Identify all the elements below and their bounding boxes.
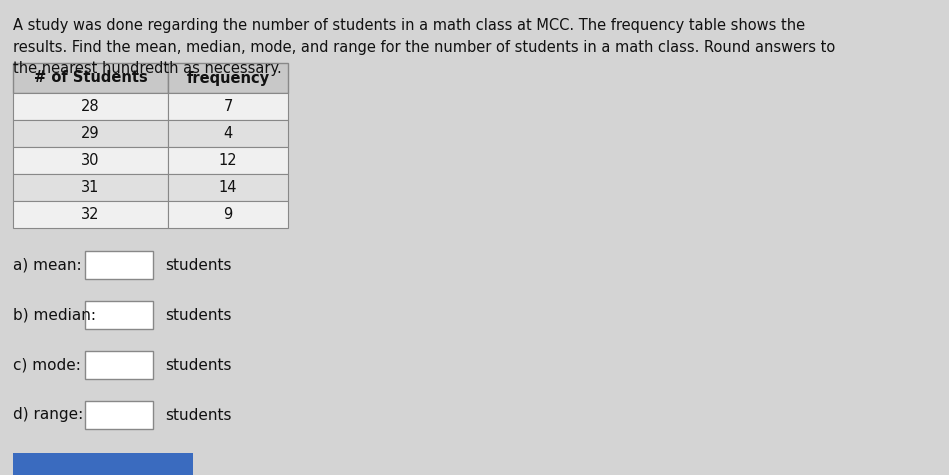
Text: d) range:: d) range: [13, 408, 84, 422]
Bar [168, 201, 288, 228]
Text: students: students [165, 257, 232, 273]
Bar [13, 147, 168, 174]
Text: 32: 32 [82, 207, 100, 222]
Bar [13, 93, 168, 120]
Text: 30: 30 [82, 153, 100, 168]
Bar [168, 147, 288, 174]
Bar [168, 174, 288, 201]
Bar [13, 201, 168, 228]
Text: students: students [165, 307, 232, 323]
Text: 14: 14 [219, 180, 237, 195]
Bar [13, 63, 168, 93]
Text: 12: 12 [218, 153, 237, 168]
Bar [13, 453, 193, 475]
Bar [85, 401, 153, 429]
Bar [168, 63, 288, 93]
Bar [168, 120, 288, 147]
Bar [168, 93, 288, 120]
Text: 28: 28 [82, 99, 100, 114]
Text: 4: 4 [223, 126, 233, 141]
Text: 9: 9 [223, 207, 233, 222]
Text: 7: 7 [223, 99, 233, 114]
Text: A study was done regarding the number of students in a math class at MCC. The fr: A study was done regarding the number of… [13, 18, 835, 76]
Text: a) mean:: a) mean: [13, 257, 82, 273]
Bar [85, 301, 153, 329]
Text: 29: 29 [82, 126, 100, 141]
Text: 31: 31 [82, 180, 100, 195]
Bar [85, 251, 153, 279]
Text: frequency: frequency [186, 70, 270, 86]
Bar [13, 120, 168, 147]
Bar [85, 351, 153, 379]
Bar [13, 174, 168, 201]
Text: students: students [165, 408, 232, 422]
Text: # of Students: # of Students [33, 70, 147, 86]
Text: students: students [165, 358, 232, 372]
Text: c) mode:: c) mode: [13, 358, 81, 372]
Text: b) median:: b) median: [13, 307, 96, 323]
